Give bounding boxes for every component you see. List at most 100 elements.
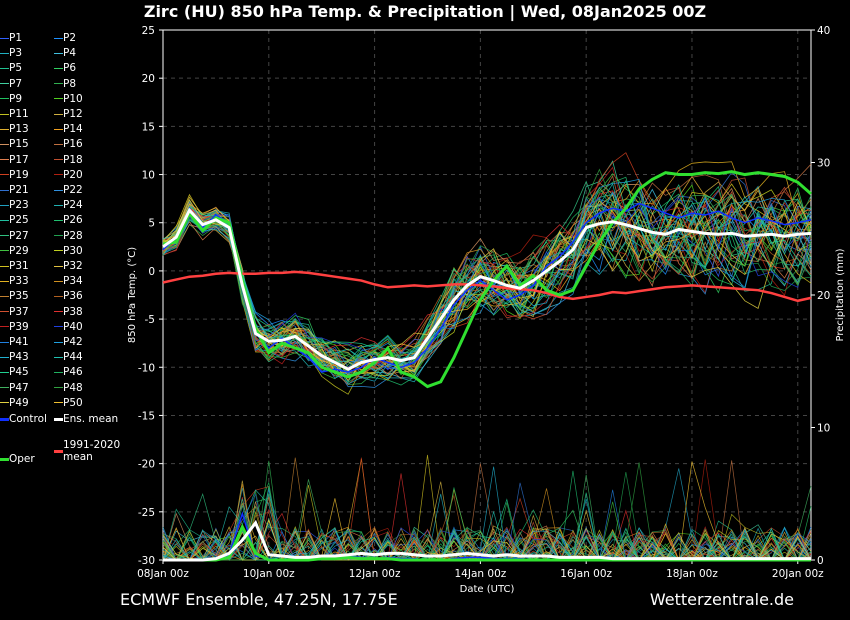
legend-item-control: Control [0,413,47,425]
site-credit: Wetterzentrale.de [649,590,794,609]
member-temp-line-p32 [162,187,812,374]
legend-item-p33: P33 [0,275,29,287]
legend-swatch [0,98,9,100]
legend-label: P6 [63,62,77,75]
legend-swatch [0,457,9,461]
legend-item-p32: P32 [54,260,83,272]
legend-swatch [54,204,63,206]
legend-item-p26: P26 [54,214,83,226]
legend-item-ens-mean: Ens. mean [54,413,118,425]
legend-swatch [54,83,63,85]
legend-swatch [0,204,9,206]
legend-swatch [0,402,9,404]
legend-item-p42: P42 [54,336,83,348]
legend-item-p36: P36 [54,290,83,302]
legend-label: P35 [9,290,29,303]
legend-label: P26 [63,214,83,227]
legend-label: P13 [9,123,29,136]
ensemble-members [162,152,812,562]
legend-label: 1991-2020 mean [63,439,121,463]
legend-swatch [54,402,63,404]
x-tick-label: 10Jan 00z [243,568,295,580]
member-temp-line-p18 [162,177,812,373]
legend-label: P33 [9,275,29,288]
legend-item-p7: P7 [0,78,22,90]
y-tick-label: -30 [138,555,155,567]
legend-swatch [54,37,63,39]
y2-tick-label: 30 [817,158,830,170]
legend-item-p41: P41 [0,336,29,348]
y-tick-label: -10 [138,362,155,374]
legend-item-p30: P30 [54,245,83,257]
legend-label: P15 [9,138,29,151]
legend-item-p44: P44 [54,351,83,363]
legend-label: P34 [63,275,83,288]
legend-label: Oper [9,453,35,465]
legend-item-p4: P4 [54,47,76,59]
legend-swatch [0,189,9,191]
legend-swatch [0,174,9,176]
legend-item-p18: P18 [54,154,83,166]
legend-label: Control [9,413,47,425]
legend-label: P45 [9,366,29,379]
x-tick-label: 08Jan 00z [137,568,189,580]
model-info: ECMWF Ensemble, 47.25N, 17.75E [120,590,398,609]
legend-item-oper: Oper [0,453,35,465]
legend-swatch [54,250,63,252]
legend-item-p12: P12 [54,108,83,120]
legend-item-p46: P46 [54,366,83,378]
y2-axis-label: Precipitation (mm) [835,248,846,341]
legend-item-p24: P24 [54,199,83,211]
y-tick-label: -20 [138,459,155,471]
legend-label: P46 [63,366,83,379]
legend-label: P30 [63,244,83,257]
y-tick-label: 5 [148,218,155,230]
legend-label: Ens. mean [63,413,119,425]
legend-label: P2 [63,32,77,44]
legend-swatch [0,143,9,145]
legend-swatch [0,265,9,267]
temp-line-1991-2020-mean [162,270,812,303]
y-tick-label: 15 [142,121,155,133]
member-temp-line-p48 [162,168,812,363]
legend-item-p14: P14 [54,123,83,135]
legend-item-p9: P9 [0,93,22,105]
legend-swatch [0,341,9,343]
legend-swatch [54,159,63,161]
legend-label: P25 [9,214,29,227]
legend-label: P40 [63,320,83,333]
legend-swatch [0,83,9,85]
legend-label: P23 [9,199,29,212]
legend-swatch [0,387,9,389]
legend-label: P5 [9,62,23,75]
member-temp-line-p33 [162,161,812,374]
y-tick-label: -25 [138,507,155,519]
member-temp-line-p46 [162,185,812,366]
legend-item-p48: P48 [54,382,83,394]
x-axis-label: Date (UTC) [460,584,515,595]
legend-item-p38: P38 [54,306,83,318]
legend-item-p1: P1 [0,32,22,44]
legend-label: P32 [63,260,83,272]
y-axis-label: 850 hPa Temp. (°C) [127,247,138,343]
legend-label: P14 [63,123,83,136]
member-temp-line-p47 [162,193,812,374]
legend-label: P17 [9,153,29,166]
legend-label: P20 [63,168,83,181]
member-precip-line-p47 [163,474,812,561]
legend-item-p22: P22 [54,184,83,196]
legend-item-clim-mean: 1991-2020 mean [54,439,120,463]
legend-item-p49: P49 [0,397,29,409]
legend-item-p11: P11 [0,108,29,120]
legend-swatch [54,143,63,145]
legend-item-p28: P28 [54,230,83,242]
legend-item-p8: P8 [54,78,76,90]
legend-swatch [0,311,9,313]
legend-item-p37: P37 [0,306,29,318]
legend-item-p31: P31 [0,260,29,272]
legend-item-p20: P20 [54,169,83,181]
legend-item-p21: P21 [0,184,29,196]
legend-item-p16: P16 [54,138,83,150]
legend-label: P19 [9,168,29,181]
legend-swatch [54,52,63,54]
